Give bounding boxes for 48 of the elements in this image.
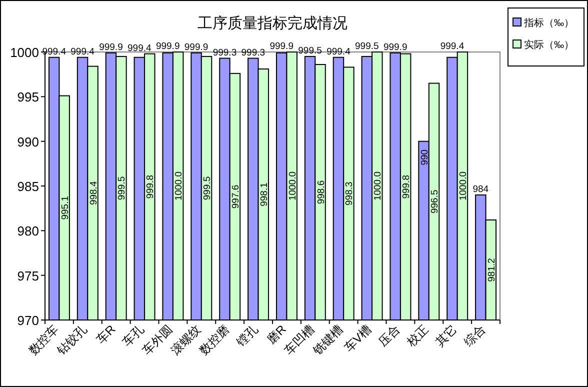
data-label: 999.3 — [212, 47, 237, 58]
x-tick-label: 镗孔 — [232, 322, 260, 350]
data-label: 999.4 — [128, 42, 152, 54]
data-label: 1000.0 — [287, 171, 298, 201]
legend-label: 实际（‰） — [524, 39, 574, 51]
data-label: 995.1 — [60, 196, 71, 220]
data-label: 999.5 — [202, 176, 214, 200]
y-tick-label: 970 — [17, 313, 39, 328]
data-label: 1000.0 — [458, 171, 469, 201]
data-label: 996.5 — [430, 190, 441, 214]
y-tick-label: 1000 — [10, 45, 39, 60]
data-label: 999.9 — [383, 42, 408, 53]
data-label: 999.4 — [440, 41, 464, 52]
data-label: 999.4 — [326, 46, 350, 58]
data-label: 999.4 — [70, 46, 94, 58]
data-label: 999.9 — [156, 41, 180, 52]
y-tick-label: 975 — [17, 268, 39, 284]
chart-title: 工序质量指标完成情况 — [198, 15, 348, 32]
data-label: 998.4 — [88, 181, 100, 206]
data-label: 981.2 — [486, 258, 498, 282]
data-label: 999.9 — [184, 42, 208, 53]
data-label: 999.4 — [42, 46, 66, 58]
data-label: 999.9 — [99, 42, 123, 53]
data-label: 998.6 — [316, 180, 327, 204]
x-tick-label: 车R — [94, 322, 118, 347]
data-label: 997.6 — [230, 184, 242, 209]
x-tick-label: 压合 — [376, 322, 403, 350]
y-tick-label: 990 — [17, 134, 39, 150]
data-label: 999.8 — [145, 175, 156, 199]
legend-label: 指标（‰） — [523, 17, 574, 29]
data-label: 999.8 — [401, 175, 412, 199]
data-label: 998.1 — [258, 182, 270, 206]
y-tick-label: 980 — [17, 224, 39, 239]
data-label: 999.5 — [116, 176, 128, 200]
y-tick-label: 985 — [17, 179, 39, 194]
data-label: 999.5 — [298, 45, 322, 56]
data-label: 1000.0 — [174, 171, 185, 201]
x-tick-label: 校正 — [403, 322, 432, 350]
data-label: 999.3 — [241, 47, 266, 58]
data-label: 1000.0 — [372, 171, 384, 201]
data-label: 999.9 — [270, 41, 294, 52]
x-tick-label: 其它 — [432, 322, 460, 350]
data-label: 998.3 — [344, 182, 356, 206]
x-tick-label: 综合 — [461, 322, 488, 350]
y-tick-label: 995 — [17, 90, 39, 105]
data-label: 984 — [472, 184, 489, 195]
data-label: 999.5 — [355, 41, 379, 52]
data-label: 990 — [419, 149, 430, 166]
